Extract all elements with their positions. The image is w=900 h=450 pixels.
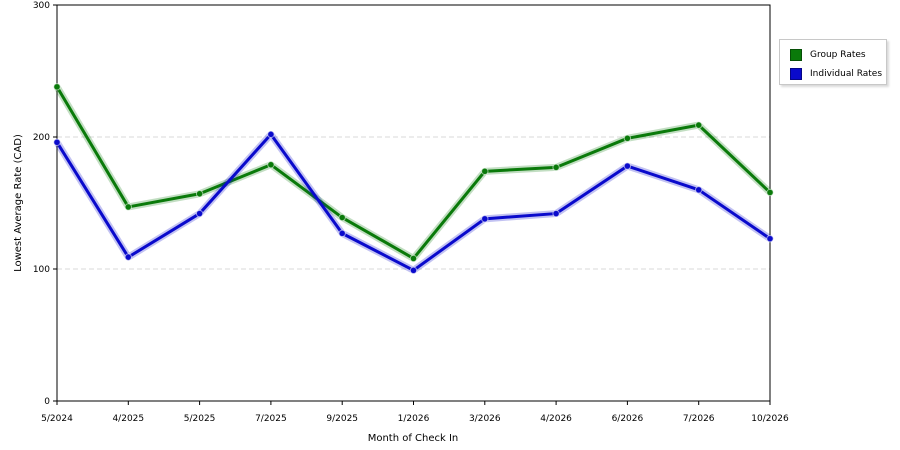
legend-item-group-rates: Group Rates [790,48,866,62]
x-tick-label: 4/2026 [540,414,572,424]
data-point-group-rates [766,188,774,197]
x-tick-label: 5/2025 [184,414,216,424]
x-tick-label: 9/2025 [326,414,358,424]
x-tick-label: 10/2026 [751,414,789,424]
data-point-group-rates [623,134,632,143]
data-point-group-rates [267,161,275,169]
x-tick-label: 4/2025 [112,414,144,424]
y-axis: 0 100 200 300 [33,1,57,407]
x-tick-label: 6/2026 [612,414,644,424]
y-tick-label: 300 [33,1,50,11]
series-individual-rates [53,130,774,275]
y-tick-label: 200 [33,133,50,143]
data-point-group-rates [409,254,418,263]
legend-item-individual-rates: Individual Rates [790,67,882,81]
data-point-individual-rates [766,234,774,243]
x-tick-label: 7/2025 [255,414,287,424]
x-axis-title: Month of Check In [368,433,459,444]
legend: Group Rates Individual Rates [779,39,887,85]
x-tick-label: 3/2026 [469,414,501,424]
data-point-individual-rates [552,209,560,218]
x-tick-label: 5/2024 [41,414,73,424]
y-tick-label: 0 [44,397,50,407]
x-axis: 5/2024 4/2025 5/2025 7/2025 9/2025 1/2026 3/20… [41,401,789,424]
data-point-individual-rates [53,138,61,146]
legend-swatch-individual-rates [790,68,802,80]
y-axis-title: Lowest Average Rate (CAD) [13,134,24,272]
data-point-group-rates [53,83,61,91]
series-group-rates [53,83,774,263]
data-point-group-rates [124,203,133,211]
x-tick-label: 7/2026 [683,414,715,424]
data-point-group-rates [695,121,703,129]
x-tick-label: 1/2026 [398,414,430,424]
data-point-group-rates [552,163,560,172]
data-point-group-rates [481,167,489,176]
data-point-individual-rates [623,162,632,170]
legend-swatch-group-rates [790,49,802,61]
data-point-individual-rates [481,215,489,223]
data-point-individual-rates [409,266,418,275]
data-point-individual-rates [124,253,133,261]
legend-label-individual-rates: Individual Rates [810,69,883,79]
y-tick-label: 100 [33,265,50,275]
data-point-individual-rates [338,229,346,238]
series-layer [53,83,774,275]
legend-label-group-rates: Group Rates [810,50,866,60]
data-point-group-rates [338,213,346,222]
data-point-individual-rates [195,209,204,218]
data-point-individual-rates [267,130,275,139]
data-point-individual-rates [695,186,703,194]
data-point-group-rates [195,190,204,198]
